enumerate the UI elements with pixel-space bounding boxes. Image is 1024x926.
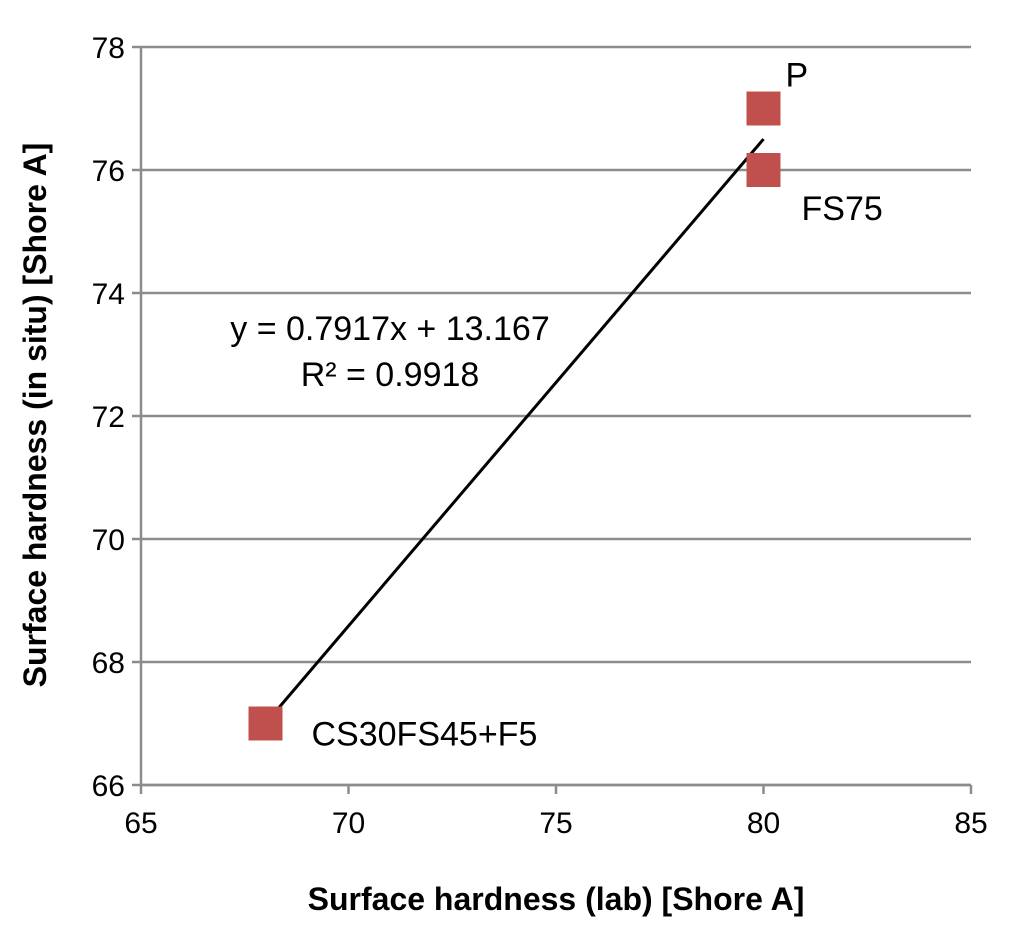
y-tick-label: 66: [92, 770, 125, 803]
x-tick-label: 65: [124, 807, 157, 840]
x-tick-label: 70: [332, 807, 365, 840]
point-label: FS75: [802, 190, 883, 228]
y-tick-label: 72: [92, 401, 125, 434]
data-points: [248, 91, 781, 741]
x-tick-label: 75: [539, 807, 572, 840]
data-point-cs30fs45-f5: [248, 706, 283, 741]
x-axis-title: Surface hardness (lab) [Shore A]: [308, 881, 805, 917]
y-tick-label: 74: [92, 278, 125, 311]
trendline: [264, 138, 765, 725]
y-tick-label: 76: [92, 155, 125, 188]
trendline-equation: y = 0.7917x + 13.167: [230, 310, 549, 348]
point-labels: P FS75 CS30FS45+F5: [312, 57, 883, 754]
x-tick-label: 85: [954, 807, 987, 840]
x-tick-label: 80: [747, 807, 780, 840]
data-point-p: [746, 91, 781, 126]
y-axis-title: Surface hardness (in situ) [Shore A]: [17, 143, 53, 688]
point-label: P: [786, 57, 809, 95]
trendline-group: [264, 138, 765, 725]
y-tick-labels: 66 68 70 72 74 76 78: [92, 32, 125, 803]
trendline-r-squared: R² = 0.9918: [301, 356, 480, 394]
y-tick-label: 70: [92, 524, 125, 557]
axes: [132, 45, 973, 794]
gridlines: [141, 45, 971, 787]
y-tick-label: 68: [92, 647, 125, 680]
x-tick-labels: 65 70 75 80 85: [124, 807, 987, 840]
point-label: CS30FS45+F5: [312, 716, 538, 754]
y-tick-label: 78: [92, 32, 125, 65]
data-point-fs75: [746, 153, 781, 187]
